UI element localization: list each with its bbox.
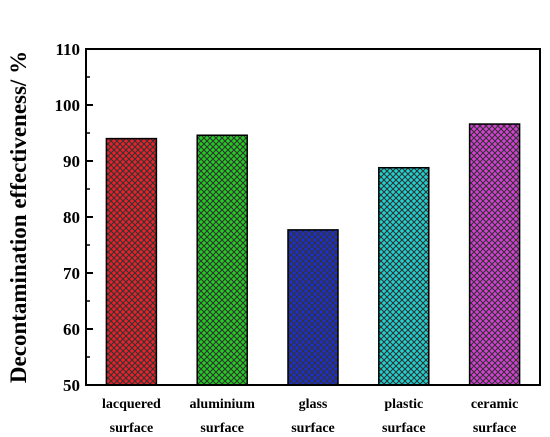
category-labels-layer: lacquered surface aluminium surface glass sur… [102,397,518,436]
x-category-label-line2: surface [382,421,426,436]
bar-plastic [378,166,430,386]
bar-glass [287,229,339,386]
bar-ceramic [468,123,521,386]
x-category-label-line2: surface [291,421,335,436]
y-axis-title: Decontamination effectiveness/ % [6,51,31,383]
bar-lacquered [105,137,158,386]
y-tick-label: 90 [63,152,80,171]
y-tick-label: 100 [55,96,81,115]
x-category-label: aluminium [190,397,256,412]
x-category-label-line2: surface [110,421,154,436]
y-tick-label: 80 [63,208,80,227]
x-category-label-line2: surface [473,421,517,436]
bars-layer [105,123,521,386]
y-ticks-layer: 50 60 70 80 90 100 110 [55,40,93,395]
bar-aluminium [196,134,248,386]
x-category-label-line2: surface [200,421,244,436]
plot-frame [85,48,541,386]
x-category-label: glass [299,397,328,412]
y-tick-label: 70 [63,264,80,283]
y-tick-label: 60 [63,320,80,339]
x-category-label: ceramic [471,397,518,412]
y-tick-label: 110 [55,40,80,59]
x-category-label: plastic [384,397,423,412]
y-tick-label: 50 [63,376,80,395]
x-category-label: lacquered [102,397,161,412]
